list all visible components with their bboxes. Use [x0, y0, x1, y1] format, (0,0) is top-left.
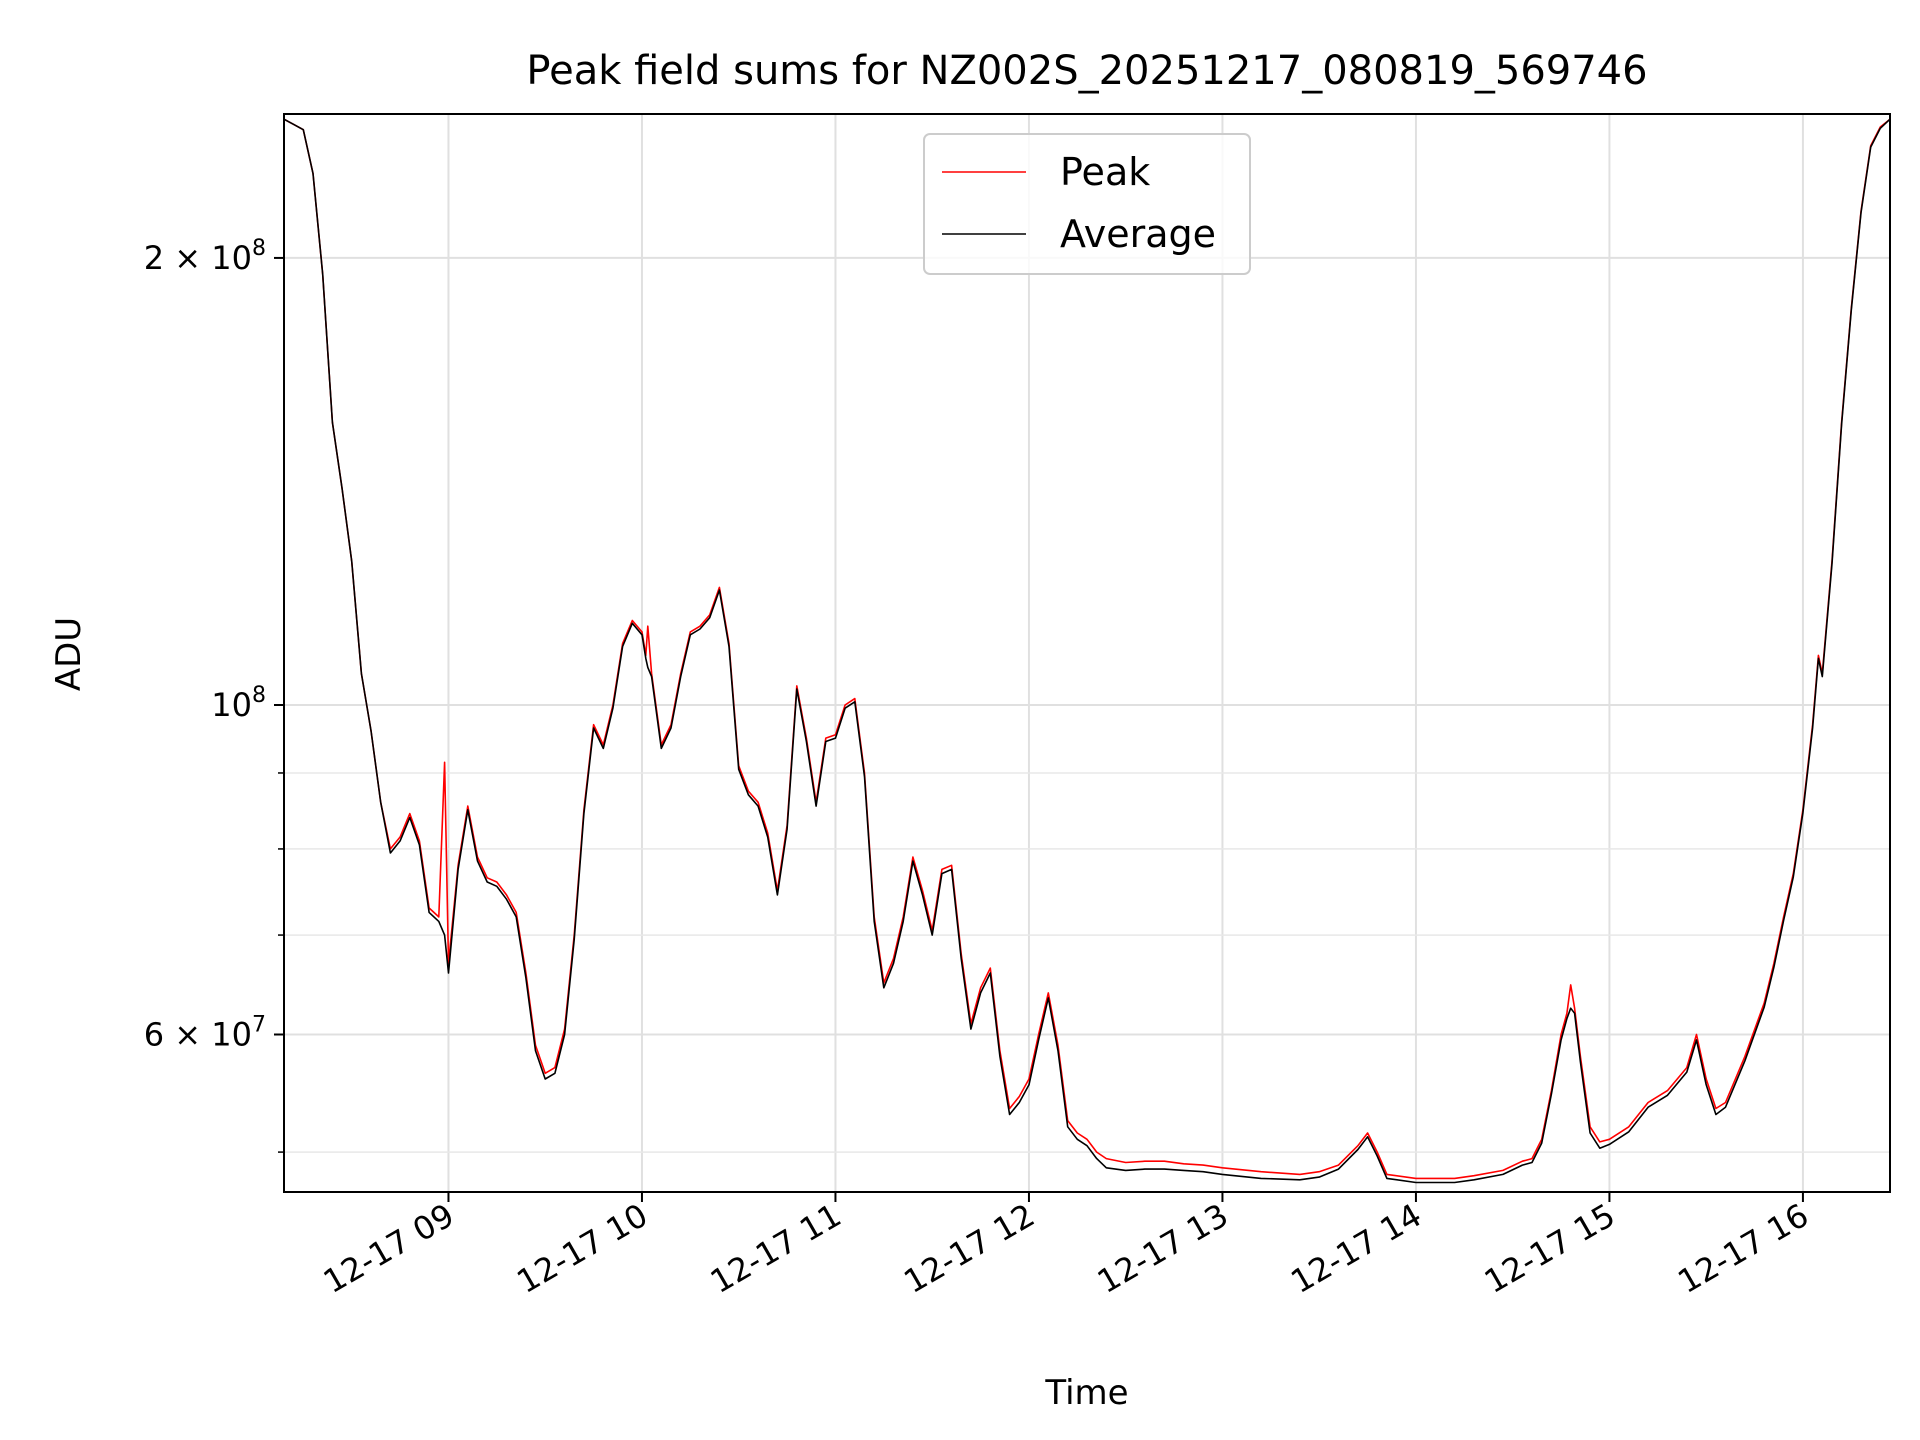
y-tick-label: 108 — [211, 683, 266, 724]
chart-title: Peak field sums for NZ002S_20251217_0808… — [526, 48, 1647, 94]
y-tick-label: 6 × 107 — [144, 1012, 266, 1053]
legend-label-peak: Peak — [1060, 150, 1150, 194]
y-tick-label: 2 × 108 — [144, 236, 266, 277]
legend-label-average: Average — [1060, 212, 1216, 256]
axes-frame — [283, 113, 1891, 1193]
x-axis-label: Time — [1044, 1373, 1128, 1413]
series-line-peak — [284, 118, 1890, 1180]
y-axis-label: ADU — [49, 617, 89, 691]
series-line-average — [284, 118, 1890, 1184]
legend-box — [923, 133, 1251, 275]
plot-layer — [284, 118, 1890, 1184]
legend: Peak Average — [923, 133, 1251, 275]
